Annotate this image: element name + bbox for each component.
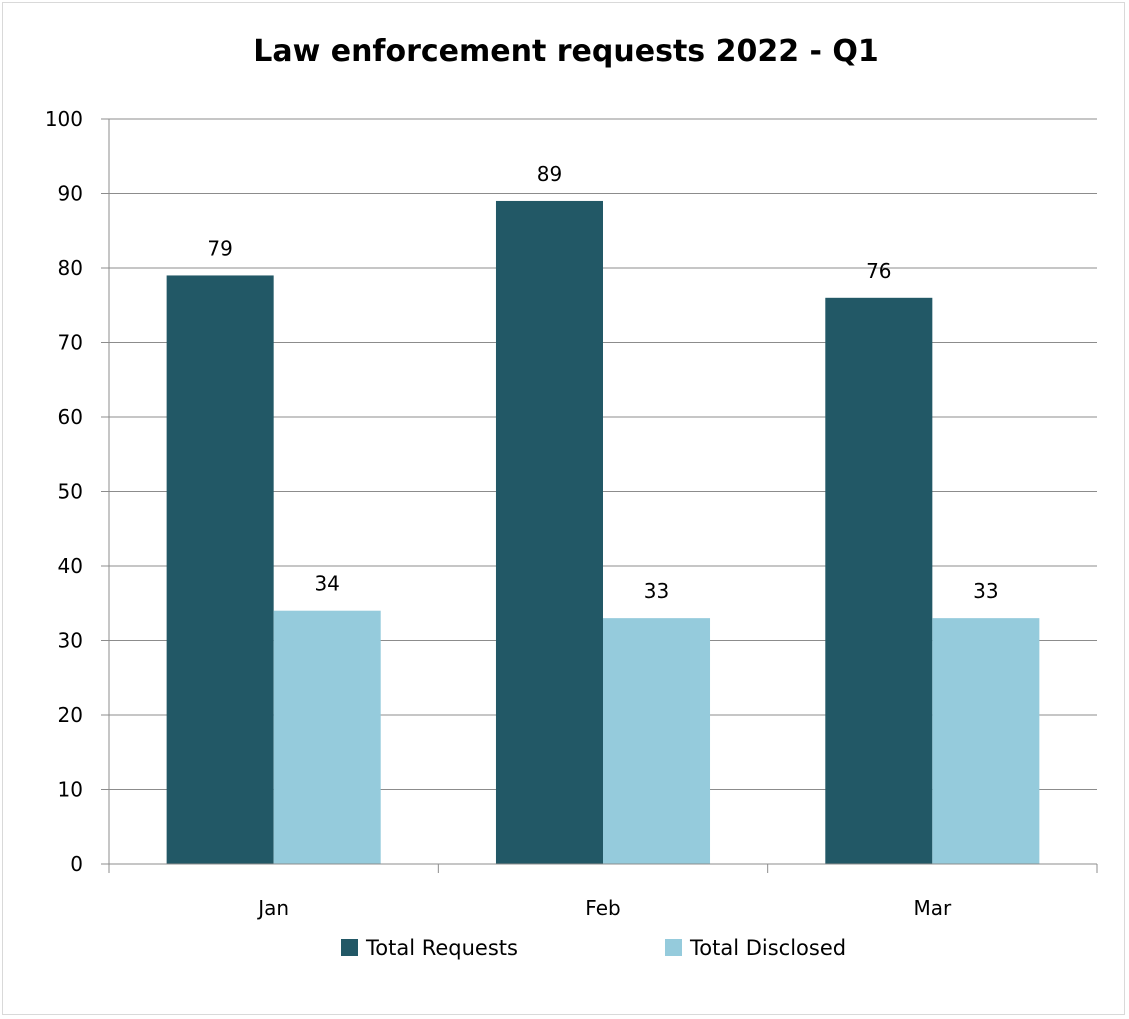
y-tick-label: 60 — [58, 405, 83, 429]
y-tick-label: 100 — [45, 107, 83, 131]
data-label: 89 — [537, 162, 562, 186]
x-category-label: Jan — [256, 896, 289, 920]
bar-feb-total-requests — [495, 200, 603, 864]
data-labels: 79 34 89 33 76 33 — [207, 162, 998, 603]
bars — [166, 200, 1040, 864]
legend-swatch-total-requests — [341, 939, 358, 956]
y-tick-label: 70 — [58, 331, 83, 355]
data-label: 33 — [973, 579, 998, 603]
data-label: 33 — [644, 579, 669, 603]
chart-svg: Law enforcement requests 2022 - Q1 0 10 20… — [45, 34, 1098, 960]
legend-label: Total Disclosed — [689, 936, 846, 960]
y-tick-label: 10 — [58, 778, 83, 802]
x-axis-category-labels: Jan Feb Mar — [256, 896, 952, 920]
y-tick-label: 30 — [58, 629, 83, 653]
axes — [101, 119, 1098, 873]
bar-jan-total-disclosed — [273, 610, 381, 864]
bar-jan-total-requests — [166, 275, 274, 864]
bar-mar-total-disclosed — [932, 618, 1040, 864]
y-tick-label: 90 — [58, 182, 83, 206]
data-label: 76 — [866, 259, 891, 283]
y-tick-label: 20 — [58, 703, 83, 727]
legend: Total Requests Total Disclosed — [341, 936, 846, 960]
legend-label: Total Requests — [365, 936, 518, 960]
bar-mar-total-requests — [825, 297, 933, 864]
y-tick-label: 40 — [58, 554, 83, 578]
x-category-label: Feb — [585, 896, 620, 920]
legend-swatch-total-disclosed — [665, 939, 682, 956]
y-tick-label: 0 — [70, 852, 83, 876]
x-category-label: Mar — [913, 896, 952, 920]
chart-title: Law enforcement requests 2022 - Q1 — [253, 34, 879, 69]
y-axis-tick-labels: 0 10 20 30 40 50 60 70 80 90 100 — [45, 107, 83, 876]
y-tick-label: 50 — [58, 480, 83, 504]
data-label: 34 — [314, 572, 339, 596]
data-label: 79 — [207, 236, 232, 260]
bar-feb-total-disclosed — [603, 618, 711, 864]
y-tick-label: 80 — [58, 256, 83, 280]
